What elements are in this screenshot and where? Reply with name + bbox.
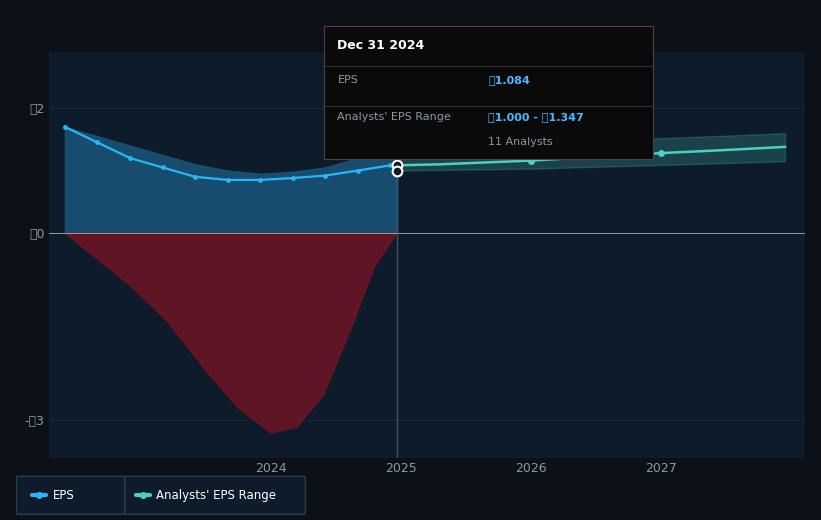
Text: ข1.000 - ข1.347: ข1.000 - ข1.347: [488, 112, 585, 122]
Text: Analysts' EPS Range: Analysts' EPS Range: [337, 112, 452, 122]
Text: Actual: Actual: [347, 74, 389, 87]
Text: Analysts' EPS Range: Analysts' EPS Range: [157, 489, 277, 502]
Text: ข1.084: ข1.084: [488, 75, 530, 85]
Text: EPS: EPS: [337, 75, 358, 85]
Text: Dec 31 2024: Dec 31 2024: [337, 39, 424, 52]
FancyBboxPatch shape: [16, 476, 125, 514]
FancyBboxPatch shape: [125, 476, 305, 514]
Text: Analysts Forecasts: Analysts Forecasts: [405, 74, 515, 87]
Text: EPS: EPS: [53, 489, 74, 502]
Text: 11 Analysts: 11 Analysts: [488, 137, 553, 147]
